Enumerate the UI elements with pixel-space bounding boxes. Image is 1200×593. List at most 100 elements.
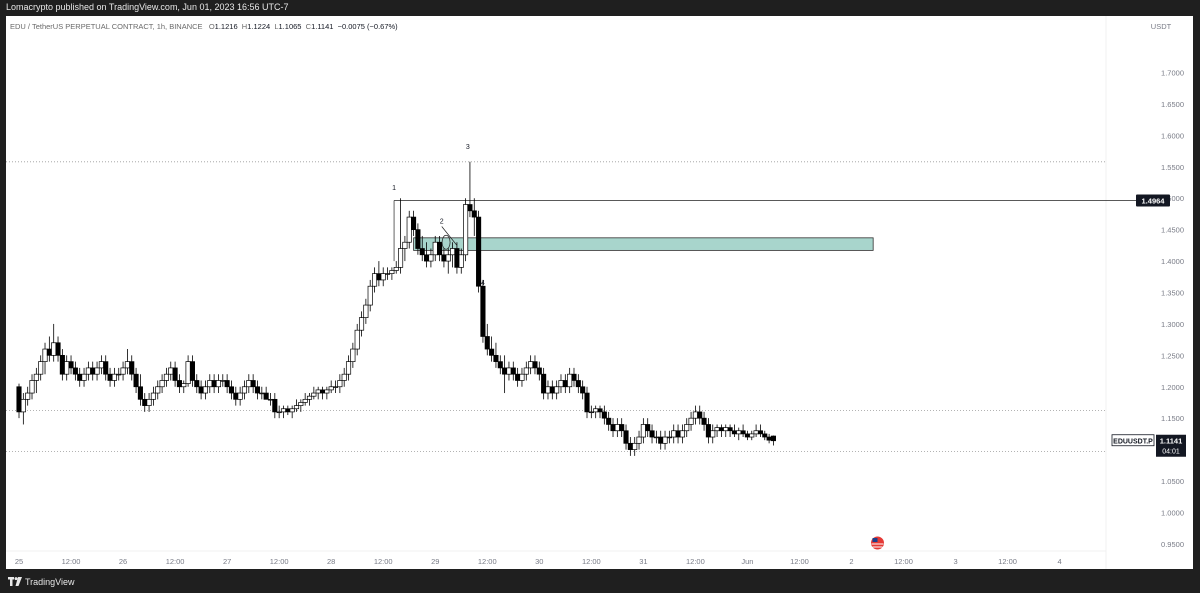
candle-body[interactable] bbox=[185, 361, 191, 384]
candle-body[interactable] bbox=[150, 392, 156, 400]
candle-body[interactable] bbox=[571, 373, 577, 381]
candle-body[interactable] bbox=[367, 285, 373, 306]
candle-body[interactable] bbox=[502, 367, 508, 375]
candle-body[interactable] bbox=[437, 241, 443, 256]
candle-body[interactable] bbox=[762, 433, 768, 438]
supply-zone-rect[interactable] bbox=[413, 237, 874, 251]
candle-body[interactable] bbox=[428, 254, 434, 262]
candle-body[interactable] bbox=[415, 229, 421, 249]
candle-body[interactable] bbox=[562, 380, 568, 388]
candle-body[interactable] bbox=[515, 373, 521, 381]
candle-body[interactable] bbox=[215, 380, 222, 388]
candle-body[interactable] bbox=[510, 367, 516, 375]
candle-body[interactable] bbox=[363, 304, 369, 318]
candle-body[interactable] bbox=[311, 392, 317, 397]
candle-body[interactable] bbox=[159, 380, 165, 388]
candle-body[interactable] bbox=[220, 380, 226, 382]
candle-body[interactable] bbox=[718, 427, 724, 432]
candle-body[interactable] bbox=[441, 254, 447, 262]
candle-body[interactable] bbox=[649, 430, 655, 438]
candle-body[interactable] bbox=[679, 430, 685, 438]
candle-body[interactable] bbox=[601, 411, 607, 419]
candle-body[interactable] bbox=[671, 430, 677, 438]
candle-body[interactable] bbox=[627, 442, 633, 450]
candle-body[interactable] bbox=[402, 241, 408, 249]
candle-body[interactable] bbox=[254, 386, 261, 394]
candle-body[interactable] bbox=[471, 210, 477, 218]
candle-body[interactable] bbox=[463, 204, 469, 256]
candle-body[interactable] bbox=[610, 424, 616, 432]
candle-body[interactable] bbox=[324, 389, 330, 394]
candle-body[interactable] bbox=[25, 392, 31, 400]
candle-body[interactable] bbox=[276, 411, 282, 414]
candle-body[interactable] bbox=[393, 267, 399, 271]
candle-body[interactable] bbox=[280, 408, 287, 413]
candle-body[interactable] bbox=[202, 386, 208, 394]
candle-body[interactable] bbox=[623, 430, 629, 444]
candle-body[interactable] bbox=[606, 417, 612, 425]
candle-body[interactable] bbox=[146, 398, 152, 406]
candle-body[interactable] bbox=[753, 430, 759, 435]
candle-body[interactable] bbox=[398, 248, 404, 268]
candle-body[interactable] bbox=[354, 329, 360, 350]
candle-body[interactable] bbox=[272, 398, 278, 413]
candle-body[interactable] bbox=[692, 411, 698, 419]
candle-body[interactable] bbox=[285, 408, 291, 413]
candle-body[interactable] bbox=[684, 424, 690, 432]
candle-body[interactable] bbox=[389, 270, 395, 274]
candle-body[interactable] bbox=[64, 361, 70, 375]
candle-body[interactable] bbox=[662, 436, 668, 444]
candle-body[interactable] bbox=[241, 386, 248, 394]
candle-body[interactable] bbox=[541, 373, 547, 394]
candle-body[interactable] bbox=[120, 367, 126, 375]
candle-body[interactable] bbox=[705, 424, 711, 438]
candle-body[interactable] bbox=[328, 386, 334, 391]
candle-body[interactable] bbox=[554, 386, 560, 394]
candle-body[interactable] bbox=[358, 317, 365, 331]
candle-body[interactable] bbox=[506, 367, 512, 375]
candle-body[interactable] bbox=[172, 367, 178, 381]
candle-body[interactable] bbox=[103, 361, 109, 375]
candle-body[interactable] bbox=[198, 386, 204, 394]
candle-body[interactable] bbox=[228, 386, 235, 394]
candle-body[interactable] bbox=[666, 436, 672, 439]
candle-body[interactable] bbox=[20, 398, 26, 413]
candle-body[interactable] bbox=[675, 430, 681, 438]
candle-body[interactable] bbox=[484, 336, 490, 350]
candle-body[interactable] bbox=[350, 348, 356, 362]
candle-body[interactable] bbox=[259, 392, 265, 395]
candle-body[interactable] bbox=[51, 342, 57, 356]
candle-body[interactable] bbox=[246, 380, 252, 388]
candle-body[interactable] bbox=[536, 367, 542, 375]
candle-body[interactable] bbox=[376, 273, 382, 281]
candle-body[interactable] bbox=[549, 386, 555, 394]
candle-body[interactable] bbox=[385, 273, 391, 275]
candle-body[interactable] bbox=[293, 405, 300, 410]
candle-body[interactable] bbox=[211, 380, 217, 388]
candle-body[interactable] bbox=[597, 408, 603, 413]
candle-body[interactable] bbox=[636, 436, 642, 444]
candle-body[interactable] bbox=[467, 204, 473, 212]
candle-body[interactable] bbox=[411, 216, 417, 231]
candle-body[interactable] bbox=[137, 386, 143, 400]
candle-body[interactable] bbox=[267, 398, 274, 401]
candle-body[interactable] bbox=[345, 361, 352, 375]
candle-body[interactable] bbox=[580, 386, 586, 394]
candle-body[interactable] bbox=[90, 367, 96, 375]
candle-body[interactable] bbox=[519, 373, 525, 381]
candle-body[interactable] bbox=[697, 411, 703, 419]
candle-body[interactable] bbox=[593, 408, 599, 413]
candle-body[interactable] bbox=[38, 361, 44, 375]
candle-body[interactable] bbox=[133, 373, 139, 388]
candle-body[interactable] bbox=[770, 435, 776, 442]
candle-body[interactable] bbox=[33, 373, 39, 381]
candle-body[interactable] bbox=[424, 254, 430, 262]
candle-body[interactable] bbox=[497, 361, 503, 369]
candle-body[interactable] bbox=[371, 273, 378, 287]
candle-body[interactable] bbox=[450, 248, 456, 256]
candle-body[interactable] bbox=[731, 430, 737, 435]
candle-body[interactable] bbox=[727, 427, 733, 432]
candle-body[interactable] bbox=[81, 373, 87, 381]
candle-body[interactable] bbox=[740, 430, 746, 435]
candle-body[interactable] bbox=[523, 367, 529, 375]
